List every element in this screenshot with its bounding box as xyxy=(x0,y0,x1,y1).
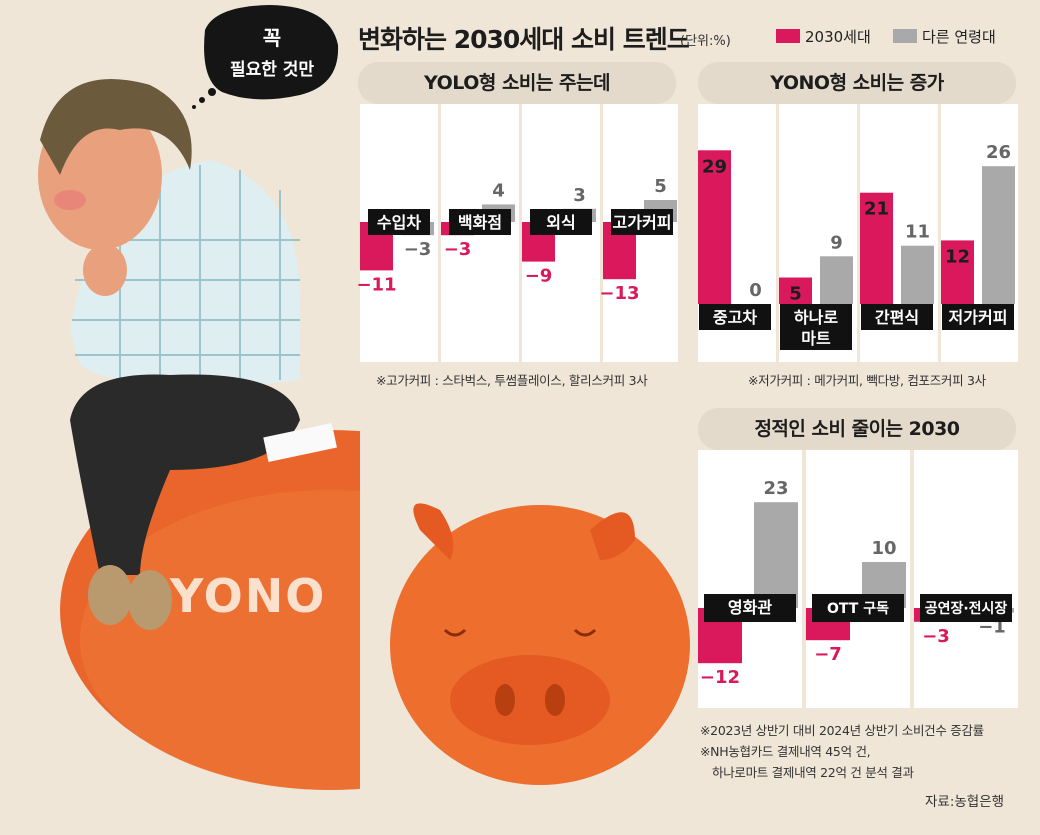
pig-ear-left xyxy=(413,503,454,560)
legend-label-2030: 2030세대 xyxy=(805,28,871,46)
legend-swatch-other xyxy=(893,29,917,43)
data-label: 10 xyxy=(871,538,896,559)
data-label: 5 xyxy=(789,284,802,305)
bar-2030 xyxy=(779,277,812,304)
man-hair xyxy=(40,79,192,175)
category-label: 영화관 xyxy=(728,598,772,617)
source: 자료:농협은행 xyxy=(925,794,1005,810)
category-label: 외식 xyxy=(546,213,575,232)
speech-line-2: 필요한 것만 xyxy=(230,60,314,80)
category-label-bg xyxy=(942,304,1014,330)
page-title: 변화하는 2030세대 소비 트렌드 xyxy=(358,25,690,54)
man-shoe xyxy=(88,565,132,625)
note-paper xyxy=(263,422,337,462)
category-label: 고가커피 xyxy=(613,213,672,232)
footer-note-1: ※2023년 상반기 대비 2024년 상반기 소비건수 증감률 xyxy=(700,723,984,738)
bar-other xyxy=(901,245,934,304)
category-label-bg xyxy=(530,209,592,235)
data-label: −13 xyxy=(599,283,639,304)
data-label: 5 xyxy=(654,176,667,197)
category-label: 백화점 xyxy=(458,213,502,232)
category-label-bg xyxy=(449,209,511,235)
data-label: −12 xyxy=(700,667,740,688)
bar-other xyxy=(982,166,1015,304)
data-label: 4 xyxy=(492,180,505,201)
data-label: 11 xyxy=(905,222,930,243)
footer-note-2: ※NH농협카드 결제내역 45억 건, xyxy=(700,744,871,759)
data-label: −7 xyxy=(814,644,842,665)
category-label: 하나로 xyxy=(794,308,838,327)
category-label-bg xyxy=(611,209,673,235)
data-label: −3 xyxy=(444,239,472,260)
data-label: −9 xyxy=(525,266,553,287)
chart1-note: ※고가커피 : 스타벅스, 투썸플레이스, 할리스커피 3사 xyxy=(376,373,648,388)
pig-yono-text: YONO xyxy=(169,569,326,623)
chart-column-bg xyxy=(914,450,1018,708)
bar-other xyxy=(754,502,798,608)
data-label: 12 xyxy=(945,246,970,267)
category-label-bg xyxy=(699,304,771,330)
data-label: 0 xyxy=(749,280,762,301)
footer-note-3: 하나로마트 결제내역 22억 건 분석 결과 xyxy=(712,765,914,780)
bar-2030 xyxy=(941,240,974,304)
category-label-bg xyxy=(704,594,796,622)
chart1-yolo: −11 −3 수입차 −3 4 백화점 −9 3 외식 −13 5 고가커피 xyxy=(358,104,678,362)
chart2-yono: 29 0 중고차 5 9 하나로마트 21 11 간편식 12 26 저가커피 xyxy=(698,104,1018,362)
speech-line-1: 꼭 xyxy=(263,26,281,50)
data-label: 23 xyxy=(763,478,788,499)
chart3-title: 정적인 소비 줄이는 2030 xyxy=(698,408,1016,450)
category-label-bg xyxy=(368,209,430,235)
chart1-title: YOLO형 소비는 주는데 xyxy=(358,62,676,104)
data-label: −3 xyxy=(404,239,432,260)
illustration: 꼭 필요한 것만 YONO xyxy=(38,5,360,790)
pig-head xyxy=(390,503,690,785)
pig-snout xyxy=(450,655,610,745)
data-label: 29 xyxy=(702,156,727,177)
data-label: −11 xyxy=(358,274,397,295)
category-label-bg xyxy=(861,304,933,330)
data-label: −3 xyxy=(922,626,950,647)
category-label-bg xyxy=(780,304,852,350)
bar-other xyxy=(820,256,853,304)
bar-2030 xyxy=(860,192,893,304)
data-label: 26 xyxy=(986,142,1011,163)
unit-label: (단위:%) xyxy=(680,34,731,49)
category-label: 공연장·전시장 xyxy=(925,600,1008,617)
data-label: 9 xyxy=(830,232,843,253)
category-label: 저가커피 xyxy=(949,308,1008,327)
category-label: 수입차 xyxy=(377,213,421,232)
category-label-bg xyxy=(920,594,1012,622)
category-label-bg xyxy=(812,594,904,622)
legend-label-other: 다른 연령대 xyxy=(922,28,996,46)
legend-swatch-2030 xyxy=(776,29,800,43)
man-pants xyxy=(70,374,300,575)
data-label: 3 xyxy=(573,185,586,206)
category-label: 마트 xyxy=(801,329,831,348)
pig-ear-right xyxy=(590,512,635,560)
category-label: 중고차 xyxy=(713,308,757,327)
category-label: 간편식 xyxy=(875,308,919,327)
bar-2030 xyxy=(698,150,731,304)
chart2-note: ※저가커피 : 메가커피, 빽다방, 컴포즈커피 3사 xyxy=(748,373,986,388)
chart2-title: YONO형 소비는 증가 xyxy=(698,62,1016,104)
category-label: OTT 구독 xyxy=(827,601,889,617)
data-label: 21 xyxy=(864,199,889,220)
speech-bubble xyxy=(204,5,339,100)
